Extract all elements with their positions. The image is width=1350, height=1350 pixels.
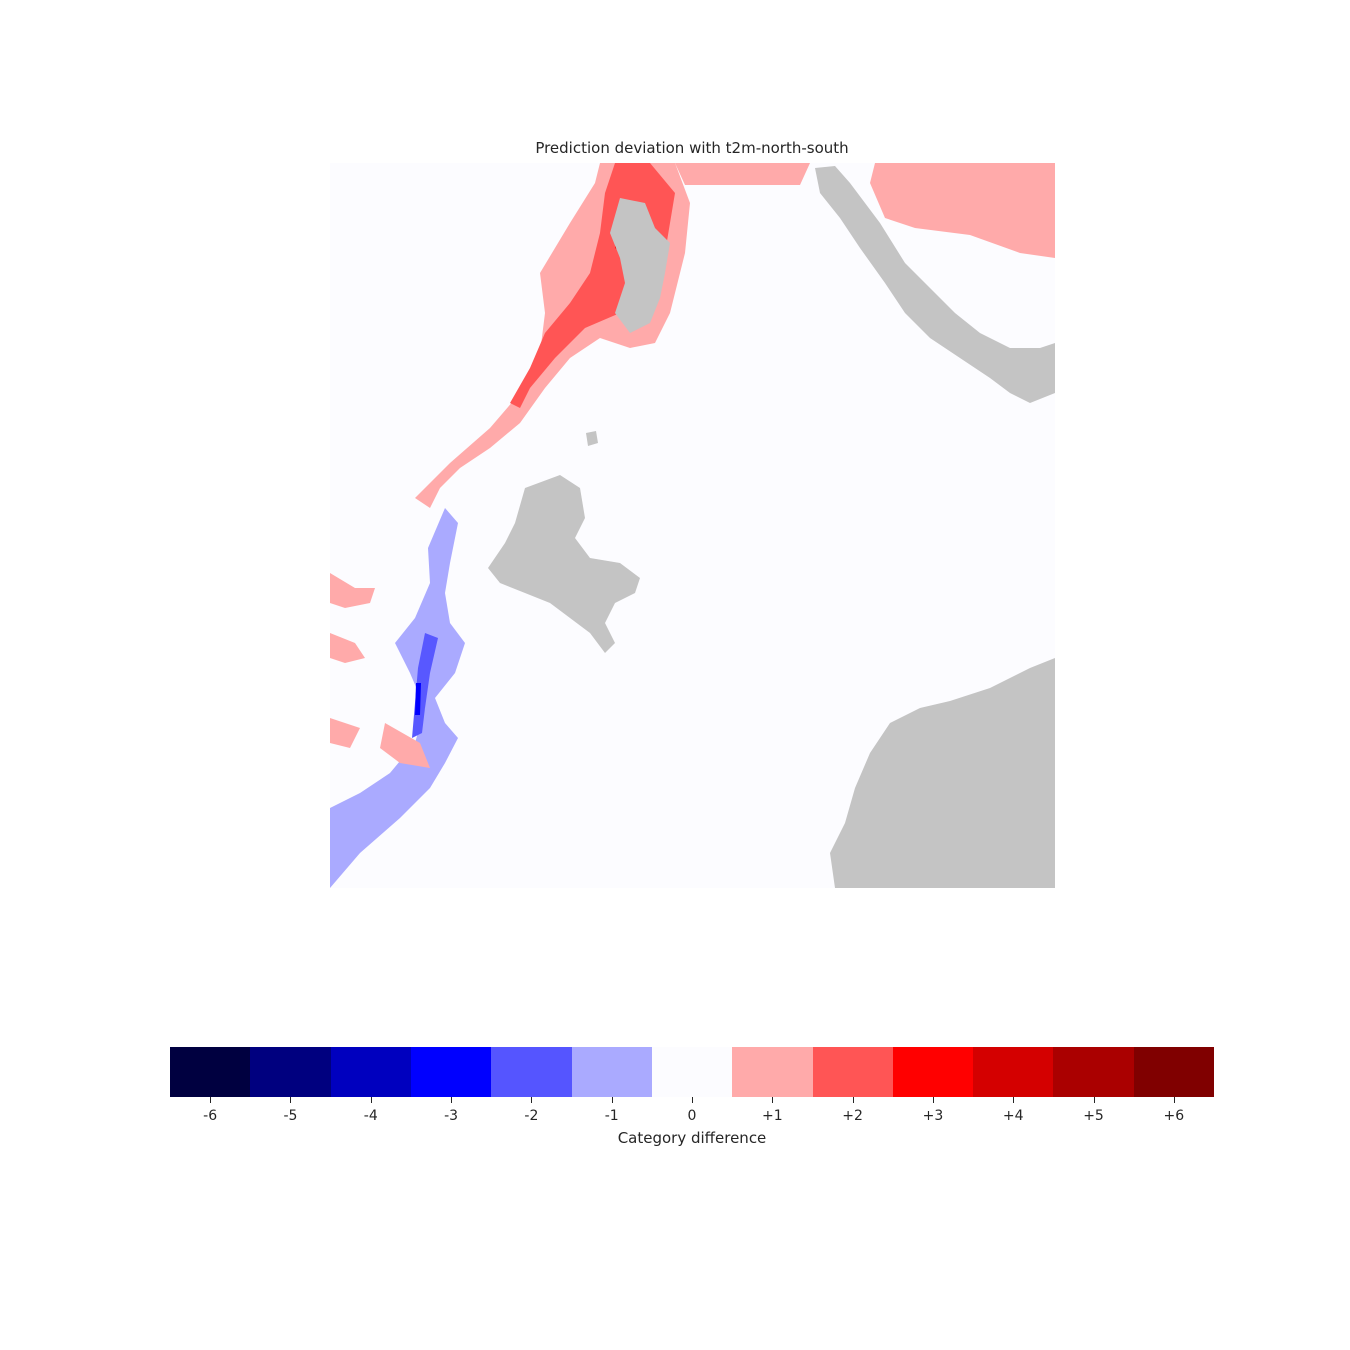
colorbar-tick-label: 0	[687, 1108, 697, 1124]
colorbar-tick-label: +4	[1002, 1108, 1024, 1124]
land-north-islands	[610, 198, 670, 333]
colorbar-swatch	[1133, 1047, 1215, 1097]
colorbar-tick-label: -1	[604, 1108, 619, 1124]
colorbar-tick	[852, 1097, 854, 1103]
colorbar-label: Category difference	[617, 1129, 767, 1147]
negative-deviation-region	[330, 508, 465, 888]
colorbar-swatch	[410, 1047, 492, 1097]
positive-deviation-top-strip	[675, 163, 810, 185]
positive-deviation-southwest	[330, 573, 430, 768]
colorbar-tick	[290, 1097, 292, 1103]
colorbar-tick-label: +6	[1163, 1108, 1185, 1124]
land-small-island	[586, 431, 598, 446]
colorbar-swatch	[651, 1047, 733, 1097]
colorbar-tick	[531, 1097, 533, 1103]
colorbar-tick-label: -4	[363, 1108, 378, 1124]
colorbar-tick	[370, 1097, 372, 1103]
colorbar-tick	[692, 1097, 693, 1103]
colorbar-tick-label: +2	[842, 1108, 863, 1124]
deviation-map	[330, 163, 1055, 888]
colorbar-tick	[932, 1097, 934, 1103]
colorbar-ticks: -6 -5 -4 -3 -2 -1 0 +1 +2 +3 +4 +5 +6	[170, 1097, 1214, 1125]
colorbar-swatch	[491, 1047, 572, 1097]
colorbar-tick-label: +5	[1083, 1108, 1104, 1124]
map-canvas	[330, 163, 1055, 888]
colorbar-swatch	[250, 1047, 331, 1097]
map-title: Prediction deviation with t2m-north-sout…	[535, 139, 849, 157]
colorbar-swatch	[892, 1047, 974, 1097]
positive-deviation-northeast	[870, 163, 1055, 258]
colorbar-tick	[1173, 1097, 1175, 1103]
negative-deviation-peak	[415, 683, 421, 715]
colorbar-tick	[1013, 1097, 1015, 1103]
land-central-archipelago	[488, 475, 640, 653]
colorbar-tick-label: +1	[761, 1108, 783, 1124]
colorbar-tick-label: -6	[203, 1108, 218, 1124]
colorbar-swatch	[973, 1047, 1054, 1097]
colorbar-tick	[1093, 1097, 1095, 1103]
colorbar-swatch	[812, 1047, 893, 1097]
colorbar-swatch	[170, 1047, 251, 1097]
colorbar-tick-label: -5	[283, 1108, 298, 1124]
land-northeast-coast	[815, 166, 1055, 403]
colorbar-tick-label: +3	[922, 1108, 944, 1124]
colorbar-swatch	[330, 1047, 411, 1097]
colorbar-swatch	[732, 1047, 813, 1097]
colorbar-tick	[451, 1097, 453, 1103]
colorbar-tick	[772, 1097, 774, 1103]
colorbar-tick	[611, 1097, 613, 1103]
colorbar-tick-label: -3	[444, 1108, 459, 1124]
colorbar-swatch	[1053, 1047, 1134, 1097]
colorbar-tick-label: -2	[524, 1108, 539, 1124]
colorbar-swatch	[571, 1047, 652, 1097]
land-southeast-mainland	[830, 658, 1055, 888]
colorbar-tick	[210, 1097, 212, 1103]
colorbar	[170, 1047, 1215, 1097]
